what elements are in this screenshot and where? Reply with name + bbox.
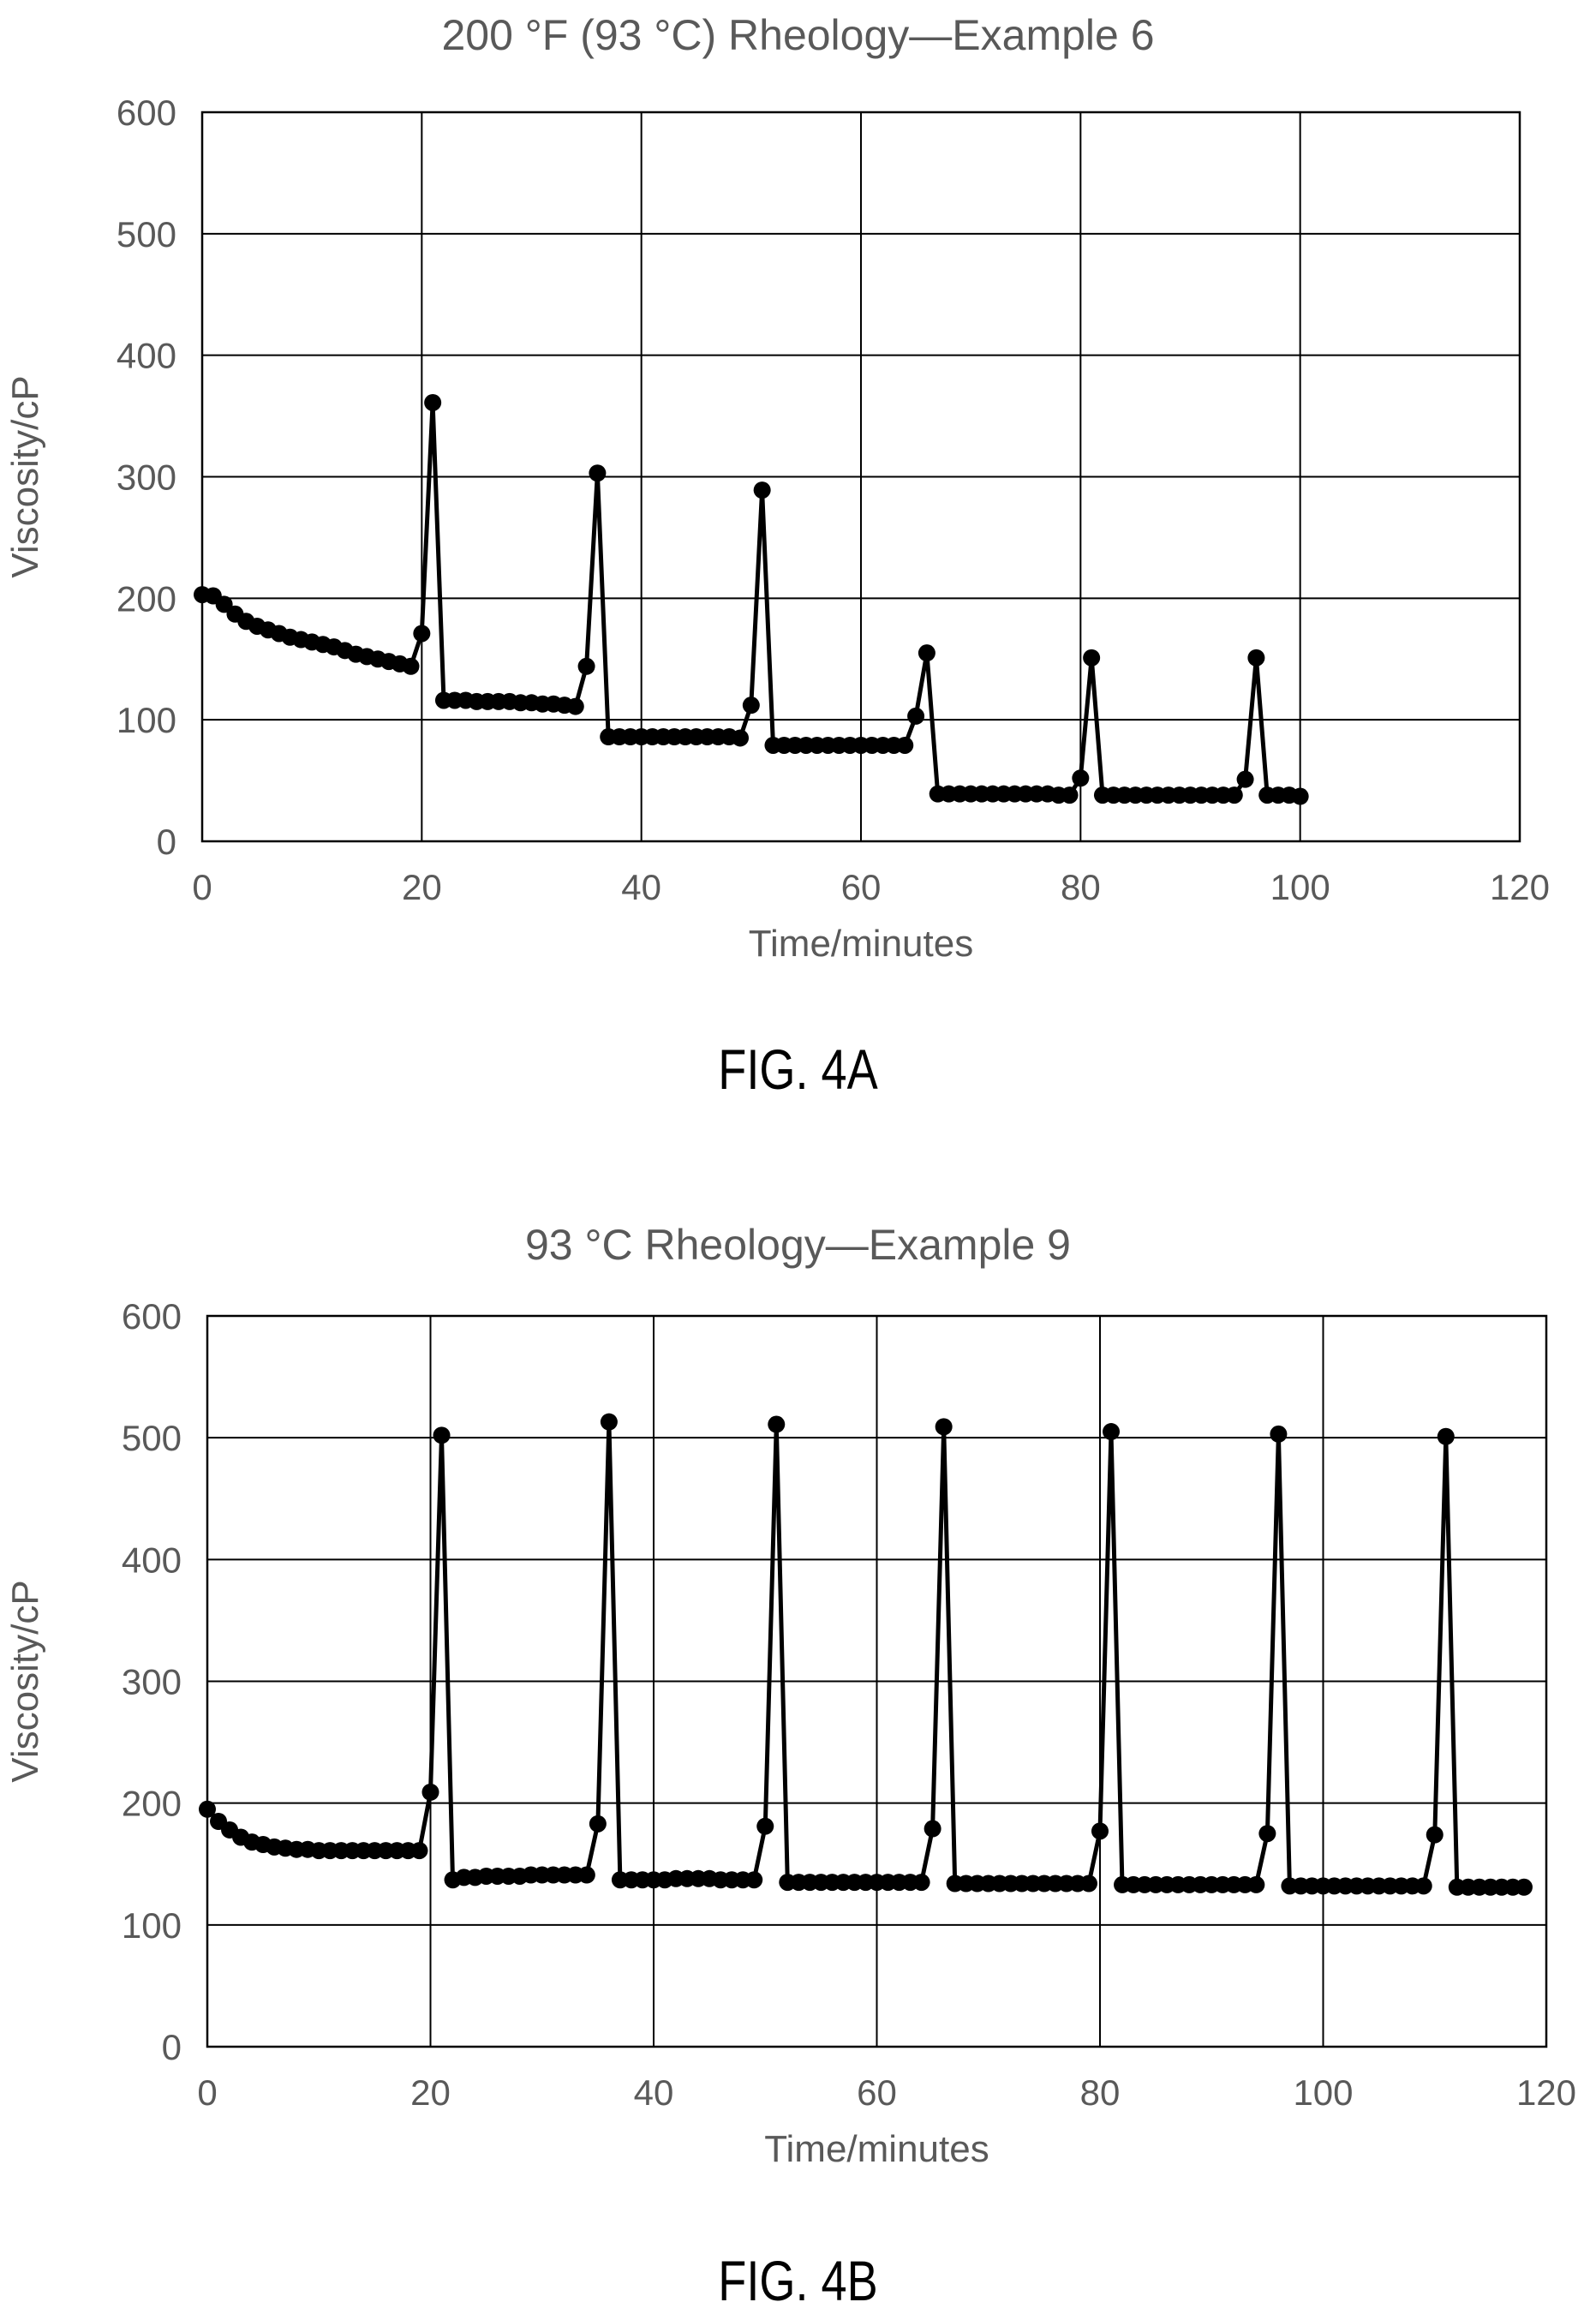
series-markers bbox=[199, 1413, 1533, 1896]
data-point bbox=[1236, 770, 1254, 788]
data-point bbox=[1414, 1877, 1432, 1895]
y-tick-label: 600 bbox=[122, 1296, 182, 1336]
series-line bbox=[201, 400, 1300, 798]
data-point bbox=[1258, 1825, 1276, 1843]
series-markers bbox=[194, 393, 1309, 805]
x-tick-label: 80 bbox=[1061, 867, 1101, 907]
y-tick-label: 200 bbox=[117, 578, 176, 619]
data-point bbox=[1247, 1875, 1265, 1893]
data-point bbox=[589, 464, 607, 482]
x-tick-label: 100 bbox=[1293, 2072, 1353, 2113]
gridlines bbox=[206, 1315, 1547, 2048]
x-tick-label: 60 bbox=[857, 2072, 897, 2113]
y-tick-label: 600 bbox=[117, 93, 176, 133]
chart-title: 200 °F (93 °C) Rheology—Example 6 bbox=[441, 11, 1155, 59]
plot-frame bbox=[200, 111, 1521, 843]
y-tick-label: 300 bbox=[122, 1662, 182, 1702]
data-point bbox=[732, 729, 750, 747]
data-point bbox=[1225, 786, 1243, 804]
data-point bbox=[907, 707, 925, 725]
data-point bbox=[215, 595, 233, 613]
data-point bbox=[745, 1871, 763, 1889]
line-chart-4b: 0 20 40 60 80 100 120 0 100 200 300 400 500 600 Time/m… bbox=[4, 1296, 1576, 2170]
tick-labels: 0 20 40 60 80 100 120 0 100 200 300 400 500 600 bbox=[117, 93, 1550, 907]
figure-caption: FIG. 4A bbox=[718, 1037, 878, 1101]
line-chart-4a: 0 20 40 60 80 100 120 0 100 200 300 400 500 600 Time/m… bbox=[4, 93, 1550, 965]
x-tick-label: 40 bbox=[621, 867, 661, 907]
y-tick-label: 100 bbox=[117, 700, 176, 740]
data-point bbox=[918, 644, 935, 662]
data-point bbox=[577, 657, 595, 675]
y-axis-label: Viscosity/cP bbox=[4, 375, 46, 577]
x-tick-label: 100 bbox=[1270, 867, 1330, 907]
data-point bbox=[199, 1800, 216, 1818]
data-point bbox=[413, 625, 431, 643]
y-tick-label: 300 bbox=[117, 457, 176, 498]
data-point bbox=[742, 697, 760, 715]
data-point bbox=[1270, 1425, 1288, 1443]
x-tick-label: 120 bbox=[1516, 2072, 1576, 2113]
data-point bbox=[768, 1415, 786, 1433]
y-tick-label: 0 bbox=[162, 2027, 182, 2067]
data-point bbox=[935, 1418, 953, 1436]
x-tick-label: 0 bbox=[192, 867, 212, 907]
data-point bbox=[912, 1874, 930, 1892]
x-tick-label: 40 bbox=[634, 2072, 674, 2113]
data-point bbox=[600, 1413, 618, 1431]
data-point bbox=[924, 1820, 941, 1838]
data-point bbox=[566, 697, 584, 715]
x-tick-label: 20 bbox=[410, 2072, 451, 2113]
data-point bbox=[1061, 786, 1079, 804]
figure-caption: FIG. 4B bbox=[718, 2249, 878, 2312]
data-point bbox=[424, 393, 442, 411]
x-tick-label: 80 bbox=[1080, 2072, 1121, 2113]
x-axis-label: Time/minutes bbox=[749, 923, 973, 965]
data-point bbox=[1103, 1423, 1121, 1441]
data-point bbox=[421, 1783, 439, 1801]
data-point bbox=[1083, 649, 1101, 667]
series-line bbox=[206, 1420, 1524, 1890]
y-tick-label: 500 bbox=[122, 1418, 182, 1458]
data-point bbox=[402, 657, 420, 675]
gridlines bbox=[201, 111, 1521, 842]
data-point bbox=[577, 1866, 595, 1884]
figure-4b: 93 °C Rheology—Example 9 0 20 40 60 80 100 120… bbox=[0, 1160, 1596, 2320]
data-point bbox=[1072, 769, 1090, 787]
data-point bbox=[1079, 1875, 1097, 1892]
data-point bbox=[433, 1426, 451, 1444]
chart-title: 93 °C Rheology—Example 9 bbox=[525, 1221, 1071, 1269]
x-axis-label: Time/minutes bbox=[764, 2128, 989, 2170]
x-tick-label: 20 bbox=[402, 867, 442, 907]
data-point bbox=[1247, 649, 1265, 667]
data-point bbox=[896, 736, 914, 754]
data-point bbox=[589, 1815, 607, 1833]
plot-frame bbox=[206, 1314, 1548, 2048]
tick-labels: 0 20 40 60 80 100 120 0 100 200 300 400 500 600 bbox=[122, 1296, 1576, 2113]
figure-4a: 200 °F (93 °C) Rheology—Example 6 0 20 40 6… bbox=[4, 11, 1550, 1101]
x-tick-label: 60 bbox=[841, 867, 882, 907]
data-point bbox=[1515, 1878, 1533, 1896]
y-tick-label: 0 bbox=[157, 822, 176, 862]
data-point bbox=[1091, 1822, 1109, 1840]
y-tick-label: 200 bbox=[122, 1784, 182, 1824]
x-tick-label: 120 bbox=[1490, 867, 1550, 907]
data-point bbox=[1426, 1826, 1444, 1844]
data-point bbox=[1291, 787, 1309, 805]
y-tick-label: 500 bbox=[117, 214, 176, 254]
data-point bbox=[756, 1817, 774, 1835]
y-tick-label: 400 bbox=[122, 1540, 182, 1580]
y-axis-label: Viscosity/cP bbox=[4, 1580, 46, 1782]
x-tick-label: 0 bbox=[197, 2072, 217, 2113]
data-point bbox=[410, 1842, 428, 1860]
y-tick-label: 100 bbox=[122, 1905, 182, 1946]
data-point bbox=[753, 481, 771, 499]
data-point bbox=[1437, 1427, 1455, 1445]
y-tick-label: 400 bbox=[117, 336, 176, 376]
